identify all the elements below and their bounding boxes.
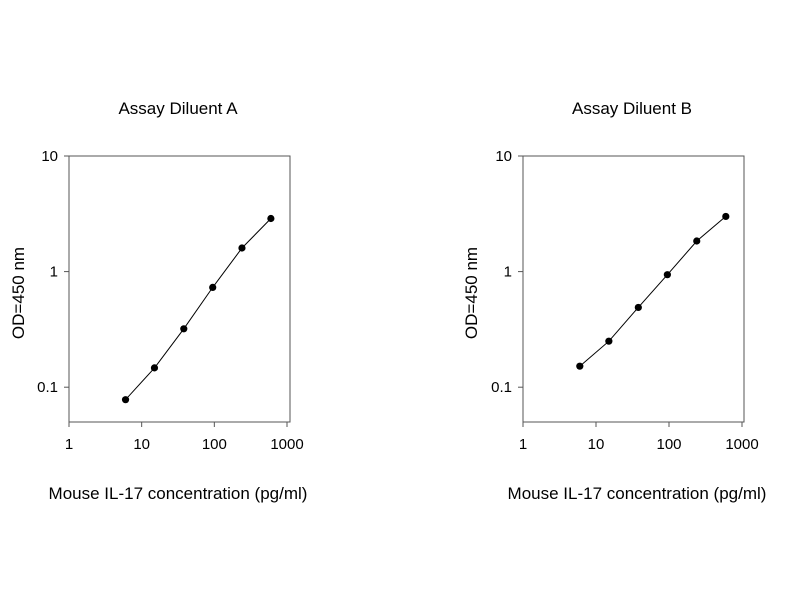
data-point — [180, 325, 188, 333]
x-tick-label: 1 — [519, 436, 527, 453]
data-point — [267, 214, 275, 223]
x-tick-label: 1000 — [270, 436, 303, 453]
y-tick-label: 1 — [50, 264, 58, 281]
data-point — [605, 337, 613, 345]
data-point — [209, 283, 217, 292]
y-tick-label: 1 — [504, 264, 512, 281]
x-tick-label: 1000 — [725, 436, 758, 453]
x-tick-label: 10 — [133, 436, 150, 453]
data-point — [238, 244, 246, 252]
x-tick-label: 100 — [656, 436, 681, 453]
data-point — [722, 212, 730, 221]
chart-title: Assay Diluent A — [118, 99, 238, 118]
y-tick-label: 0.1 — [491, 379, 512, 396]
data-point — [150, 364, 159, 372]
plot-frame — [68, 155, 291, 423]
chart-title: Assay Diluent B — [572, 99, 692, 118]
data-point — [634, 303, 642, 312]
data-point — [663, 271, 671, 279]
x-tick-label: 1 — [65, 436, 73, 453]
chart-panel-1: Assay Diluent A OD=450 nm Mouse IL-17 conc… — [9, 99, 307, 503]
x-axis-label: Mouse IL-17 concentration (pg/ml) — [49, 484, 308, 503]
data-point — [121, 396, 130, 404]
y-tick-label: 0.1 — [37, 379, 58, 396]
x-tick-label: 10 — [588, 436, 605, 453]
x-tick-label: 100 — [202, 436, 227, 453]
series-line — [579, 216, 727, 367]
plot-frame — [522, 155, 745, 423]
y-tick-label: 10 — [41, 148, 58, 165]
y-axis-label: OD=450 nm — [9, 247, 28, 339]
y-tick-label: 10 — [495, 148, 512, 165]
data-point — [576, 362, 584, 370]
y-axis-label: OD=450 nm — [462, 247, 481, 339]
x-axis-label: Mouse IL-17 concentration (pg/ml) — [508, 484, 767, 503]
series-line — [125, 218, 272, 401]
data-point — [693, 237, 701, 245]
chart-panel-2: Assay Diluent B OD=450 nm Mouse IL-17 conc… — [462, 99, 766, 503]
